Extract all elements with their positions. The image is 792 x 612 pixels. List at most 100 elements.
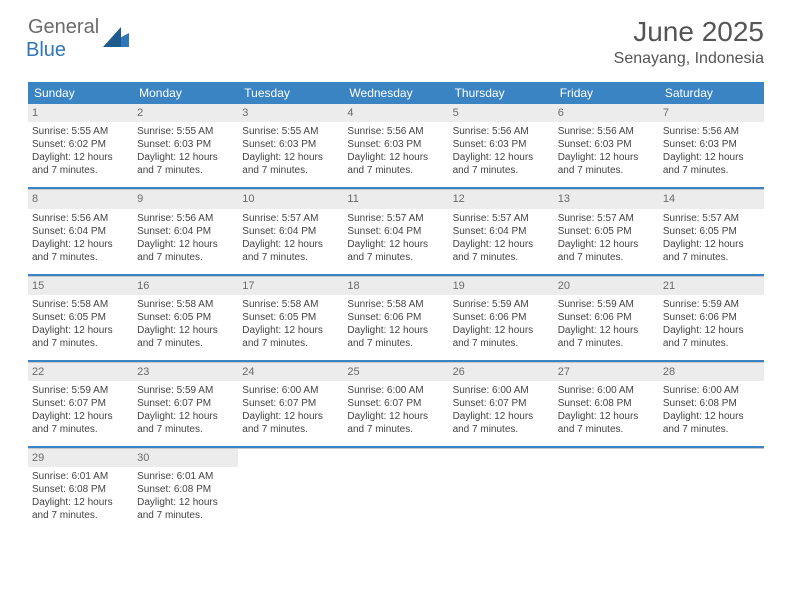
sunset-line: Sunset: 6:06 PM — [558, 311, 655, 324]
day-cell: 30Sunrise: 6:01 AMSunset: 6:08 PMDayligh… — [133, 449, 238, 526]
day-number: 15 — [28, 277, 133, 295]
sunset-line: Sunset: 6:03 PM — [663, 138, 760, 151]
sunset-line: Sunset: 6:07 PM — [137, 397, 234, 410]
day-cell: 22Sunrise: 5:59 AMSunset: 6:07 PMDayligh… — [28, 363, 133, 440]
sunrise-line: Sunrise: 5:57 AM — [663, 212, 760, 225]
page-subtitle: Senayang, Indonesia — [614, 50, 764, 68]
daylight-line: Daylight: 12 hours and 7 minutes. — [32, 410, 129, 436]
daylight-line: Daylight: 12 hours and 7 minutes. — [32, 496, 129, 522]
day-cell: 9Sunrise: 5:56 AMSunset: 6:04 PMDaylight… — [133, 190, 238, 267]
logo-text-general: General — [28, 16, 99, 38]
day-number: 10 — [238, 190, 343, 208]
sunrise-line: Sunrise: 5:56 AM — [137, 212, 234, 225]
header: General Blue June 2025 Senayang, Indones… — [0, 0, 792, 76]
day-cell: 17Sunrise: 5:58 AMSunset: 6:05 PMDayligh… — [238, 277, 343, 354]
day-cell: 11Sunrise: 5:57 AMSunset: 6:04 PMDayligh… — [343, 190, 448, 267]
day-cell: 15 Sunrise: 5:58 AMSunset: 6:05 PMDayligh… — [28, 277, 133, 354]
sunset-line: Sunset: 6:05 PM — [137, 311, 234, 324]
sunset-line: Sunset: 6:04 PM — [347, 225, 444, 238]
week-row: 1Sunrise: 5:55 AMSunset: 6:02 PMDaylight… — [28, 104, 764, 181]
day-number: 14 — [659, 190, 764, 208]
daylight-line: Daylight: 12 hours and 7 minutes. — [242, 410, 339, 436]
day-number: 23 — [133, 363, 238, 381]
sunset-line: Sunset: 6:04 PM — [137, 225, 234, 238]
sunrise-line: Sunrise: 5:56 AM — [32, 212, 129, 225]
day-number: 18 — [343, 277, 448, 295]
week-row: 15Sunrise: 5:58 AMSunset: 6:05 PMDayligh… — [28, 276, 764, 354]
weekday-header: Tuesday — [238, 82, 343, 104]
sunrise-line: Sunrise: 5:58 AM — [347, 298, 444, 311]
sunset-line: Sunset: 6:03 PM — [453, 138, 550, 151]
sunrise-line: Sunrise: 5:58 AM — [137, 298, 234, 311]
day-cell: 23Sunrise: 5:59 AMSunset: 6:07 PMDayligh… — [133, 363, 238, 440]
sunrise-line: Sunrise: 5:57 AM — [453, 212, 550, 225]
sunset-line: Sunset: 6:05 PM — [242, 311, 339, 324]
daylight-line: Daylight: 12 hours and 7 minutes. — [453, 410, 550, 436]
weekday-header: Saturday — [659, 82, 764, 104]
day-number: 11 — [343, 190, 448, 208]
day-cell: 7Sunrise: 5:56 AMSunset: 6:03 PMDaylight… — [659, 104, 764, 181]
daylight-line: Daylight: 12 hours and 7 minutes. — [242, 151, 339, 177]
day-cell: . — [659, 449, 764, 526]
day-number: 7 — [659, 104, 764, 122]
weekday-header: Wednesday — [343, 82, 448, 104]
day-cell: 1Sunrise: 5:55 AMSunset: 6:02 PMDaylight… — [28, 104, 133, 181]
sunset-line: Sunset: 6:07 PM — [347, 397, 444, 410]
week-row: 8Sunrise: 5:56 AMSunset: 6:04 PMDaylight… — [28, 189, 764, 267]
sunrise-line: Sunrise: 5:56 AM — [558, 125, 655, 138]
sunrise-line: Sunrise: 5:56 AM — [453, 125, 550, 138]
logo-text-blue: Blue — [26, 39, 66, 61]
daylight-line: Daylight: 12 hours and 7 minutes. — [347, 410, 444, 436]
daylight-line: Daylight: 12 hours and 7 minutes. — [558, 324, 655, 350]
day-cell: 25Sunrise: 6:00 AMSunset: 6:07 PMDayligh… — [343, 363, 448, 440]
daylight-line: Daylight: 12 hours and 7 minutes. — [137, 238, 234, 264]
daylight-line: Daylight: 12 hours and 7 minutes. — [32, 324, 129, 350]
weekday-header: Monday — [133, 82, 238, 104]
daylight-line: Daylight: 12 hours and 7 minutes. — [453, 151, 550, 177]
day-cell: 24Sunrise: 6:00 AMSunset: 6:07 PMDayligh… — [238, 363, 343, 440]
sunset-line: Sunset: 6:08 PM — [663, 397, 760, 410]
day-cell: . — [238, 449, 343, 526]
sunset-line: Sunset: 6:05 PM — [32, 311, 129, 324]
calendar: SundayMondayTuesdayWednesdayThursdayFrid… — [28, 82, 764, 526]
daylight-line: Daylight: 12 hours and 7 minutes. — [242, 238, 339, 264]
sunrise-line: Sunrise: 5:57 AM — [558, 212, 655, 225]
sunrise-line: Sunrise: 5:58 AM — [32, 298, 129, 311]
day-cell: 10 Sunrise: 5:57 AMSunset: 6:04 PMDayligh… — [238, 190, 343, 267]
sunset-line: Sunset: 6:06 PM — [347, 311, 444, 324]
day-cell: 18 Sunrise: 5:58 AMSunset: 6:06 PMDayligh… — [343, 277, 448, 354]
sunrise-line: Sunrise: 6:01 AM — [32, 470, 129, 483]
day-number: 1 — [28, 104, 133, 122]
daylight-line: Daylight: 12 hours and 7 minutes. — [663, 324, 760, 350]
day-cell: 12Sunrise: 5:57 AMSunset: 6:04 PMDayligh… — [449, 190, 554, 267]
daylight-line: Daylight: 12 hours and 7 minutes. — [663, 238, 760, 264]
daylight-line: Daylight: 12 hours and 7 minutes. — [347, 324, 444, 350]
sunset-line: Sunset: 6:04 PM — [242, 225, 339, 238]
day-cell: . — [449, 449, 554, 526]
day-cell: 26Sunrise: 6:00 AMSunset: 6:07 PMDayligh… — [449, 363, 554, 440]
sunrise-line: Sunrise: 5:57 AM — [347, 212, 444, 225]
day-number: 5 — [449, 104, 554, 122]
weekday-header: Sunday — [28, 82, 133, 104]
sunset-line: Sunset: 6:06 PM — [663, 311, 760, 324]
sunrise-line: Sunrise: 5:57 AM — [242, 212, 339, 225]
sunset-line: Sunset: 6:05 PM — [663, 225, 760, 238]
sunrise-line: Sunrise: 6:01 AM — [137, 470, 234, 483]
page-title: June 2025 — [614, 16, 764, 48]
sunrise-line: Sunrise: 5:58 AM — [242, 298, 339, 311]
day-number: 19 — [449, 277, 554, 295]
sunrise-line: Sunrise: 5:59 AM — [32, 384, 129, 397]
week-row: 22Sunrise: 5:59 AMSunset: 6:07 PMDayligh… — [28, 362, 764, 440]
week-row: 29Sunrise: 6:01 AMSunset: 6:08 PMDayligh… — [28, 448, 764, 526]
daylight-line: Daylight: 12 hours and 7 minutes. — [32, 238, 129, 264]
day-number: 20 — [554, 277, 659, 295]
sunrise-line: Sunrise: 6:00 AM — [558, 384, 655, 397]
daylight-line: Daylight: 12 hours and 7 minutes. — [663, 410, 760, 436]
day-cell: 5 Sunrise: 5:56 AMSunset: 6:03 PMDaylight… — [449, 104, 554, 181]
day-cell: . — [343, 449, 448, 526]
sunset-line: Sunset: 6:08 PM — [558, 397, 655, 410]
sunrise-line: Sunrise: 6:00 AM — [663, 384, 760, 397]
logo-mark-icon — [103, 25, 129, 47]
day-cell: 4Sunrise: 5:56 AMSunset: 6:03 PMDaylight… — [343, 104, 448, 181]
day-cell: 16Sunrise: 5:58 AMSunset: 6:05 PMDayligh… — [133, 277, 238, 354]
